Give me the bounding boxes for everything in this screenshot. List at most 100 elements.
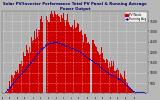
Bar — [48, 22, 49, 93]
Bar — [76, 27, 77, 93]
Bar — [77, 23, 78, 93]
Bar — [22, 66, 23, 93]
Bar — [30, 52, 31, 93]
Legend: PV Watts, Running Avg: PV Watts, Running Avg — [125, 12, 147, 22]
Bar — [8, 90, 9, 93]
Bar — [49, 22, 50, 93]
Bar — [27, 50, 28, 93]
Bar — [13, 78, 14, 93]
Bar — [53, 17, 54, 93]
Bar — [39, 30, 40, 93]
Bar — [119, 78, 120, 93]
Bar — [6, 91, 7, 93]
Bar — [17, 70, 18, 93]
Bar — [42, 22, 44, 93]
Bar — [37, 37, 38, 93]
Bar — [109, 62, 110, 93]
Bar — [107, 60, 108, 93]
Bar — [59, 17, 60, 93]
Bar — [118, 70, 119, 93]
Bar — [104, 60, 105, 93]
Bar — [71, 27, 72, 93]
Bar — [100, 54, 101, 93]
Bar — [14, 75, 15, 93]
Bar — [120, 73, 121, 93]
Bar — [133, 92, 134, 93]
Bar — [72, 25, 73, 93]
Bar — [28, 53, 29, 93]
Bar — [89, 44, 90, 93]
Bar — [79, 32, 80, 93]
Title: Solar PV/Inverter Performance Total PV Panel & Running Average Power Output: Solar PV/Inverter Performance Total PV P… — [3, 2, 147, 11]
Bar — [126, 82, 127, 93]
Bar — [70, 27, 71, 93]
Bar — [47, 20, 48, 93]
Bar — [40, 19, 41, 93]
Bar — [114, 70, 115, 93]
Bar — [101, 47, 102, 93]
Bar — [50, 14, 51, 93]
Bar — [65, 26, 66, 93]
Bar — [115, 71, 116, 93]
Bar — [127, 83, 128, 93]
Bar — [102, 53, 103, 93]
Bar — [122, 77, 123, 93]
Bar — [64, 20, 65, 93]
Bar — [46, 16, 47, 93]
Bar — [103, 59, 104, 93]
Bar — [96, 47, 97, 93]
Bar — [93, 40, 94, 93]
Bar — [84, 34, 85, 93]
Bar — [95, 46, 96, 93]
Bar — [10, 86, 11, 93]
Bar — [51, 6, 52, 93]
Bar — [86, 37, 87, 93]
Bar — [7, 92, 8, 93]
Bar — [15, 71, 16, 93]
Bar — [94, 44, 95, 93]
Bar — [73, 29, 74, 93]
Bar — [41, 16, 42, 93]
Bar — [123, 79, 124, 93]
Bar — [121, 75, 122, 93]
Bar — [38, 30, 39, 93]
Bar — [111, 61, 112, 93]
Bar — [128, 86, 129, 93]
Bar — [68, 22, 69, 93]
Bar — [24, 56, 25, 93]
Bar — [80, 31, 81, 93]
Bar — [98, 52, 99, 93]
Bar — [29, 47, 30, 93]
Bar — [69, 25, 70, 93]
Bar — [132, 91, 133, 93]
Bar — [25, 56, 26, 93]
Bar — [124, 71, 125, 93]
Bar — [58, 16, 59, 93]
Bar — [56, 15, 57, 93]
Bar — [74, 20, 75, 93]
Bar — [55, 14, 56, 93]
Bar — [16, 72, 17, 93]
Bar — [116, 70, 117, 93]
Bar — [34, 31, 35, 93]
Bar — [63, 13, 64, 93]
Bar — [131, 90, 132, 93]
Bar — [125, 79, 126, 93]
Bar — [33, 40, 34, 93]
Bar — [12, 75, 13, 93]
Bar — [112, 66, 113, 93]
Bar — [54, 8, 55, 93]
Bar — [82, 35, 83, 93]
Bar — [44, 19, 45, 93]
Bar — [9, 81, 10, 93]
Bar — [61, 15, 62, 93]
Bar — [19, 64, 20, 93]
Bar — [66, 20, 67, 93]
Bar — [130, 88, 131, 93]
Bar — [21, 61, 22, 93]
Bar — [18, 73, 19, 93]
Bar — [31, 38, 32, 93]
Bar — [26, 45, 27, 93]
Bar — [62, 18, 63, 93]
Bar — [20, 64, 21, 93]
